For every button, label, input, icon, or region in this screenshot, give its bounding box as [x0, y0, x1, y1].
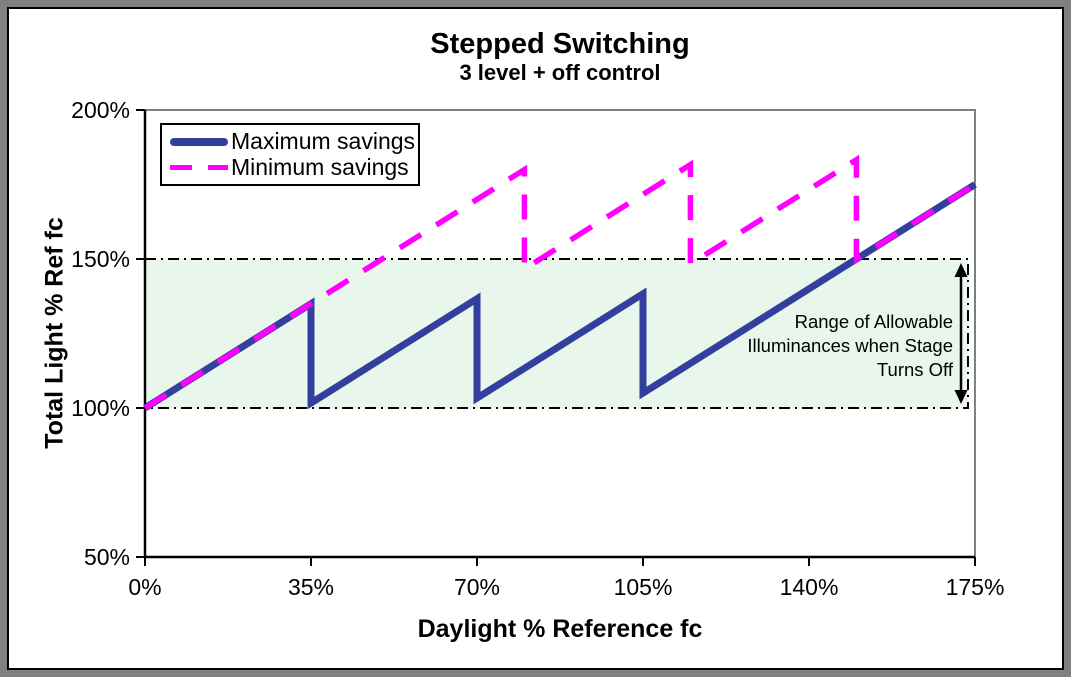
x-tick-label: 175% [945, 574, 1005, 600]
legend-line-swatch [170, 164, 228, 170]
y-tick-label: 150% [71, 246, 130, 272]
legend-label: Minimum savings [231, 153, 409, 180]
chart-title: Stepped Switching [430, 28, 690, 60]
y-tick-label: 200% [71, 97, 130, 123]
x-axis-title: Daylight % Reference fc [417, 615, 703, 643]
x-tick-label: 70% [453, 574, 501, 600]
x-tick-label: 140% [779, 574, 839, 600]
chart-subtitle: 3 level + off control [459, 60, 661, 85]
legend: Maximum savings Minimum savings [160, 123, 420, 186]
x-tick-label: 35% [287, 574, 335, 600]
y-tick-label: 50% [83, 544, 130, 570]
x-tick-label: 0% [128, 574, 162, 600]
band-annotation-text: Range of Allowable Illuminances when Sta… [747, 311, 953, 380]
y-tick-label: 100% [71, 395, 130, 421]
x-tick-label: 105% [613, 574, 673, 600]
legend-item: Maximum savings [170, 128, 418, 155]
legend-item: Minimum savings [170, 153, 418, 180]
legend-label: Maximum savings [231, 128, 416, 155]
legend-line-swatch [170, 137, 228, 146]
